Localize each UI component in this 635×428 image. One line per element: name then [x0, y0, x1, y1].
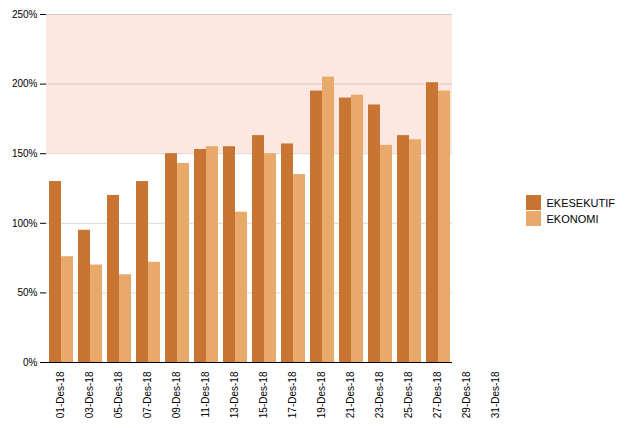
- svg-text:17-Des-18: 17-Des-18: [287, 371, 298, 418]
- svg-text:09-Des-18: 09-Des-18: [171, 371, 182, 418]
- html-text:EKESEKUTIF: EKESEKUTIF: [546, 196, 615, 209]
- svg-text:50%: 50%: [17, 287, 37, 298]
- svg-text:13-Des-18: 13-Des-18: [229, 371, 240, 418]
- html-text:EKONOMI: EKONOMI: [546, 212, 599, 225]
- svg-text:07-Des-18: 07-Des-18: [142, 371, 153, 418]
- svg-text:03-Des-18: 03-Des-18: [84, 371, 95, 418]
- svg-text:15-Des-18: 15-Des-18: [258, 371, 269, 418]
- svg-text:29-Des-18: 29-Des-18: [461, 371, 472, 418]
- svg-text:01-Des-18: 01-Des-18: [55, 371, 66, 418]
- svg-text:0%: 0%: [23, 357, 38, 368]
- svg-text:11-Des-18: 11-Des-18: [200, 371, 211, 417]
- svg-text:150%: 150%: [12, 148, 38, 159]
- svg-text:27-Des-18: 27-Des-18: [432, 371, 443, 418]
- svg-text:250%: 250%: [12, 9, 38, 20]
- svg-text:19-Des-18: 19-Des-18: [316, 371, 327, 418]
- svg-text:23-Des-18: 23-Des-18: [374, 371, 385, 418]
- svg-text:21-Des-18: 21-Des-18: [345, 371, 356, 418]
- svg-text:05-Des-18: 05-Des-18: [113, 371, 124, 418]
- svg-text:100%: 100%: [12, 218, 38, 229]
- svg-text:200%: 200%: [12, 78, 38, 89]
- svg-text:31-Des-18: 31-Des-18: [490, 371, 501, 418]
- svg-text:25-Des-18: 25-Des-18: [403, 371, 414, 418]
